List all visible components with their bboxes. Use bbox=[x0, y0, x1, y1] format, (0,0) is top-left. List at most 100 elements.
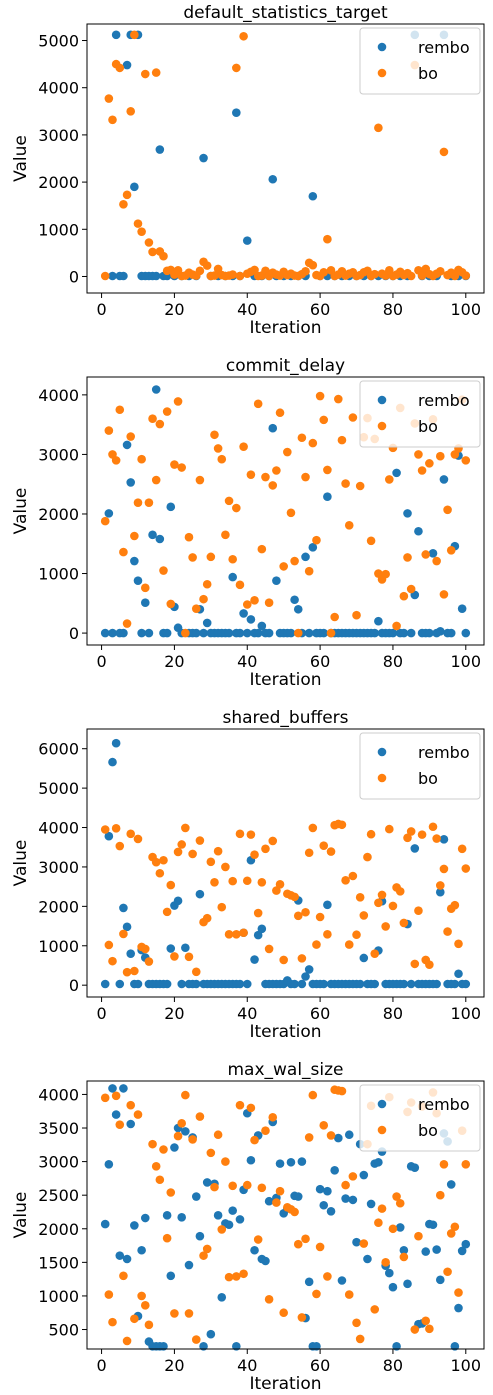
data-point-bo bbox=[355, 481, 365, 491]
data-point-bo bbox=[133, 834, 143, 844]
data-point-bo bbox=[235, 271, 245, 281]
x-tick-label: 60 bbox=[310, 1004, 330, 1023]
data-point-bo bbox=[166, 599, 176, 609]
data-point-rembo bbox=[275, 1159, 285, 1168]
data-point-bo bbox=[406, 827, 416, 836]
data-point-rembo bbox=[435, 1275, 445, 1285]
data-point-bo bbox=[191, 1335, 201, 1344]
data-point-bo bbox=[385, 475, 394, 484]
x-axis-label: Iteration bbox=[249, 670, 321, 690]
data-point-bo bbox=[181, 1090, 190, 1100]
data-point-bo bbox=[144, 957, 154, 966]
data-point-rembo bbox=[293, 1192, 303, 1201]
data-point-bo bbox=[261, 472, 270, 482]
data-point-rembo bbox=[115, 1251, 125, 1260]
data-point-bo bbox=[239, 442, 248, 451]
data-point-rembo bbox=[119, 1084, 128, 1093]
data-point-bo bbox=[202, 579, 212, 589]
x-tick-label: 80 bbox=[383, 1356, 403, 1375]
data-point-rembo bbox=[119, 628, 128, 638]
data-point-rembo bbox=[319, 628, 329, 638]
data-point-bo bbox=[108, 956, 117, 966]
data-point-rembo bbox=[308, 191, 318, 201]
y-tick-label: 5000 bbox=[38, 779, 79, 798]
x-axis-label: Iteration bbox=[249, 1022, 321, 1042]
data-point-bo bbox=[344, 1290, 354, 1299]
data-point-rembo bbox=[293, 604, 303, 614]
data-point-rembo bbox=[100, 979, 110, 989]
data-point-bo bbox=[323, 234, 332, 244]
data-point-bo bbox=[399, 918, 409, 928]
data-point-rembo bbox=[355, 979, 365, 989]
data-point-bo bbox=[133, 1110, 143, 1119]
data-point-rembo bbox=[122, 60, 132, 70]
data-point-rembo bbox=[304, 628, 314, 638]
data-point-bo bbox=[235, 829, 245, 839]
data-point-bo bbox=[341, 1180, 350, 1190]
data-point-rembo bbox=[297, 1157, 307, 1166]
data-point-rembo bbox=[330, 1166, 339, 1175]
data-point-bo bbox=[461, 864, 471, 873]
data-point-rembo bbox=[242, 979, 252, 989]
y-tick-label: 0 bbox=[69, 267, 79, 286]
data-point-rembo bbox=[439, 475, 449, 484]
legend-marker-bo bbox=[377, 773, 387, 783]
data-point-bo bbox=[417, 271, 427, 280]
data-point-bo bbox=[283, 447, 292, 457]
data-point-rembo bbox=[395, 1223, 405, 1232]
data-point-bo bbox=[104, 94, 114, 103]
data-point-rembo bbox=[199, 628, 208, 638]
x-tick-label: 100 bbox=[451, 1004, 482, 1023]
legend-box bbox=[359, 380, 481, 448]
data-point-bo bbox=[210, 1182, 219, 1192]
data-point-rembo bbox=[301, 972, 310, 981]
legend-marker-bo bbox=[377, 421, 387, 431]
data-point-bo bbox=[319, 267, 329, 277]
data-point-rembo bbox=[334, 1133, 343, 1143]
data-point-bo bbox=[122, 190, 132, 200]
axes-frame bbox=[86, 23, 485, 294]
y-tick-label: 2000 bbox=[38, 1220, 79, 1239]
data-point-bo bbox=[130, 966, 139, 976]
data-point-bo bbox=[239, 928, 248, 938]
data-point-rembo bbox=[261, 1256, 270, 1266]
data-point-rembo bbox=[170, 1143, 179, 1152]
data-point-bo bbox=[261, 844, 270, 854]
data-point-bo bbox=[312, 535, 321, 545]
data-point-bo bbox=[297, 954, 307, 963]
data-point-bo bbox=[315, 391, 325, 401]
data-point-bo bbox=[301, 472, 310, 482]
data-point-rembo bbox=[374, 616, 383, 626]
data-point-bo bbox=[439, 147, 449, 157]
data-point-rembo bbox=[461, 628, 471, 638]
data-point-bo bbox=[100, 825, 110, 834]
legend: rembo bo bbox=[359, 27, 481, 95]
y-tick-label: 3000 bbox=[38, 445, 79, 464]
x-tick-label: 0 bbox=[96, 1004, 106, 1023]
data-point-bo bbox=[272, 1198, 281, 1207]
data-point-bo bbox=[374, 123, 383, 133]
data-point-bo bbox=[443, 927, 452, 936]
data-point-bo bbox=[137, 227, 146, 236]
data-point-bo bbox=[268, 1112, 278, 1122]
data-point-bo bbox=[177, 840, 186, 849]
data-point-rembo bbox=[352, 1237, 361, 1247]
data-point-bo bbox=[126, 829, 136, 839]
data-point-bo bbox=[253, 908, 263, 918]
y-tick-label: 1000 bbox=[38, 937, 79, 956]
data-point-bo bbox=[272, 466, 281, 475]
data-point-bo bbox=[257, 878, 267, 887]
data-point-bo bbox=[250, 596, 259, 605]
data-point-bo bbox=[290, 1207, 299, 1217]
data-point-rembo bbox=[115, 979, 125, 989]
data-point-bo bbox=[348, 413, 358, 422]
data-point-rembo bbox=[162, 979, 172, 989]
data-point-rembo bbox=[439, 835, 449, 844]
data-point-bo bbox=[213, 444, 223, 453]
data-point-bo bbox=[217, 1225, 227, 1234]
data-point-rembo bbox=[399, 1245, 409, 1255]
data-point-bo bbox=[454, 939, 463, 949]
chart-title: shared_buffers bbox=[223, 708, 349, 728]
data-point-rembo bbox=[246, 1155, 256, 1165]
x-axis-label: Iteration bbox=[249, 318, 321, 338]
